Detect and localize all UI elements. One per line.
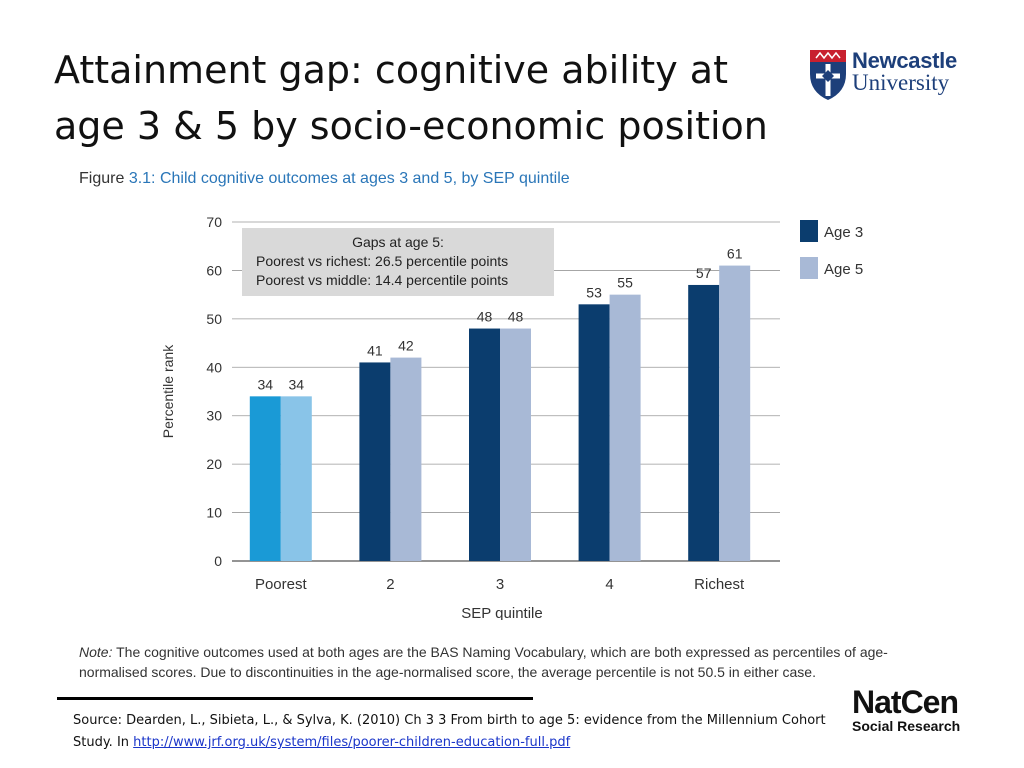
bar <box>390 357 422 561</box>
x-tick-label: Poorest <box>255 576 308 593</box>
slide-title-line1: Attainment gap: cognitive ability at <box>54 48 728 92</box>
data-label: 48 <box>508 309 524 325</box>
bar <box>578 304 610 561</box>
bar <box>280 396 312 561</box>
x-tick-label: 4 <box>605 576 613 593</box>
note-label: Note: <box>79 644 113 660</box>
y-tick-label: 40 <box>206 359 222 375</box>
bar-chart: 0 10 20 30 40 50 60 70 34 34 Poorest 41 42 2 48 48 3 53 55… <box>160 214 863 620</box>
newcastle-university-logo: Newcastle University <box>808 48 978 106</box>
figure-caption: Figure 3.1: Child cognitive outcomes at … <box>79 170 570 188</box>
figure-label: Figure <box>79 170 125 187</box>
newcastle-shield-icon <box>810 50 846 100</box>
y-axis-title: Percentile rank <box>160 344 176 438</box>
data-label: 34 <box>258 376 274 392</box>
y-tick-label: 70 <box>206 214 222 230</box>
bar <box>719 265 751 561</box>
data-label: 34 <box>289 376 305 392</box>
bar <box>609 294 641 561</box>
footer-divider <box>57 697 533 700</box>
legend-label: Age 5 <box>824 261 863 278</box>
legend-swatch <box>800 220 818 242</box>
y-tick-label: 30 <box>206 408 222 424</box>
bar <box>688 284 720 561</box>
data-label: 55 <box>617 275 633 291</box>
source-text: Source: Dearden, L., Sibieta, L., & Sylv… <box>73 713 826 750</box>
annotation-line: Poorest vs middle: 14.4 percentile point… <box>256 272 508 288</box>
source-link[interactable]: http://www.jrf.org.uk/system/files/poore… <box>133 735 571 750</box>
x-axis-title: SEP quintile <box>461 605 542 620</box>
data-label: 61 <box>727 246 743 262</box>
data-label: 53 <box>586 284 602 300</box>
y-tick-label: 50 <box>206 311 222 327</box>
note-text: The cognitive outcomes used at both ages… <box>79 644 888 680</box>
bar <box>249 396 281 561</box>
y-tick-label: 20 <box>206 456 222 472</box>
slide-title-line2: age 3 & 5 by socio-economic position <box>54 104 768 148</box>
data-label: 48 <box>477 309 493 325</box>
natcen-logo-line1: NatCen <box>852 684 959 720</box>
annotation-line: Poorest vs richest: 26.5 percentile poin… <box>256 253 508 269</box>
slide-title: Attainment gap: cognitive ability at age… <box>54 42 814 154</box>
natcen-logo-line2: Social Research <box>852 718 961 734</box>
x-tick-label: 2 <box>386 576 394 593</box>
annotation-box <box>242 228 554 296</box>
y-tick-label: 0 <box>214 553 222 569</box>
legend-label: Age 3 <box>824 224 863 241</box>
bar <box>359 362 391 561</box>
annotation-title: Gaps at age 5: <box>352 234 444 250</box>
bar <box>469 328 500 561</box>
source-citation: Source: Dearden, L., Sibieta, L., & Sylv… <box>73 710 833 754</box>
newcastle-logo-line2: University <box>852 70 950 95</box>
figure-caption-text: 3.1: Child cognitive outcomes at ages 3 … <box>128 170 570 187</box>
newcastle-logo-line1: Newcastle <box>852 48 957 73</box>
x-tick-label: 3 <box>496 576 504 593</box>
legend-swatch <box>800 257 818 279</box>
data-label: 42 <box>398 338 414 354</box>
y-tick-label: 10 <box>206 505 222 521</box>
x-tick-label: Richest <box>694 576 745 593</box>
figure-note: Note: The cognitive outcomes used at bot… <box>79 642 949 682</box>
y-tick-label: 60 <box>206 262 222 278</box>
data-label: 57 <box>696 265 712 281</box>
natcen-logo: NatCen Social Research <box>852 686 982 746</box>
bar <box>500 328 531 561</box>
data-label: 41 <box>367 342 383 358</box>
